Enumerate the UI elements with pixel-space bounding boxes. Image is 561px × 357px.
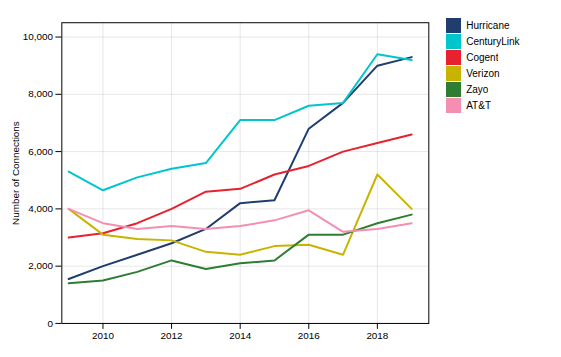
svg-text:2,000: 2,000 (28, 260, 53, 271)
svg-text:10,000: 10,000 (23, 31, 54, 42)
html-text:CenturyLink: CenturyLink (466, 36, 520, 47)
html-text:Hurricane: Hurricane (466, 20, 510, 31)
svg-text:Number of Connections: Number of Connections (10, 121, 21, 225)
svg-text:2010: 2010 (92, 330, 114, 341)
svg-text:0: 0 (47, 318, 53, 329)
svg-text:2014: 2014 (229, 330, 251, 341)
html-text:Verizon: Verizon (466, 68, 500, 79)
html-text:AT&T: AT&T (466, 100, 491, 111)
svg-text:6,000: 6,000 (28, 146, 53, 157)
svg-text:4,000: 4,000 (28, 203, 53, 214)
svg-text:2012: 2012 (161, 330, 183, 341)
html-text:Zayo: Zayo (466, 84, 489, 95)
svg-text:8,000: 8,000 (28, 88, 53, 99)
svg-text:2016: 2016 (298, 330, 320, 341)
html-text:Cogent: Cogent (466, 52, 499, 63)
svg-text:2018: 2018 (366, 330, 388, 341)
